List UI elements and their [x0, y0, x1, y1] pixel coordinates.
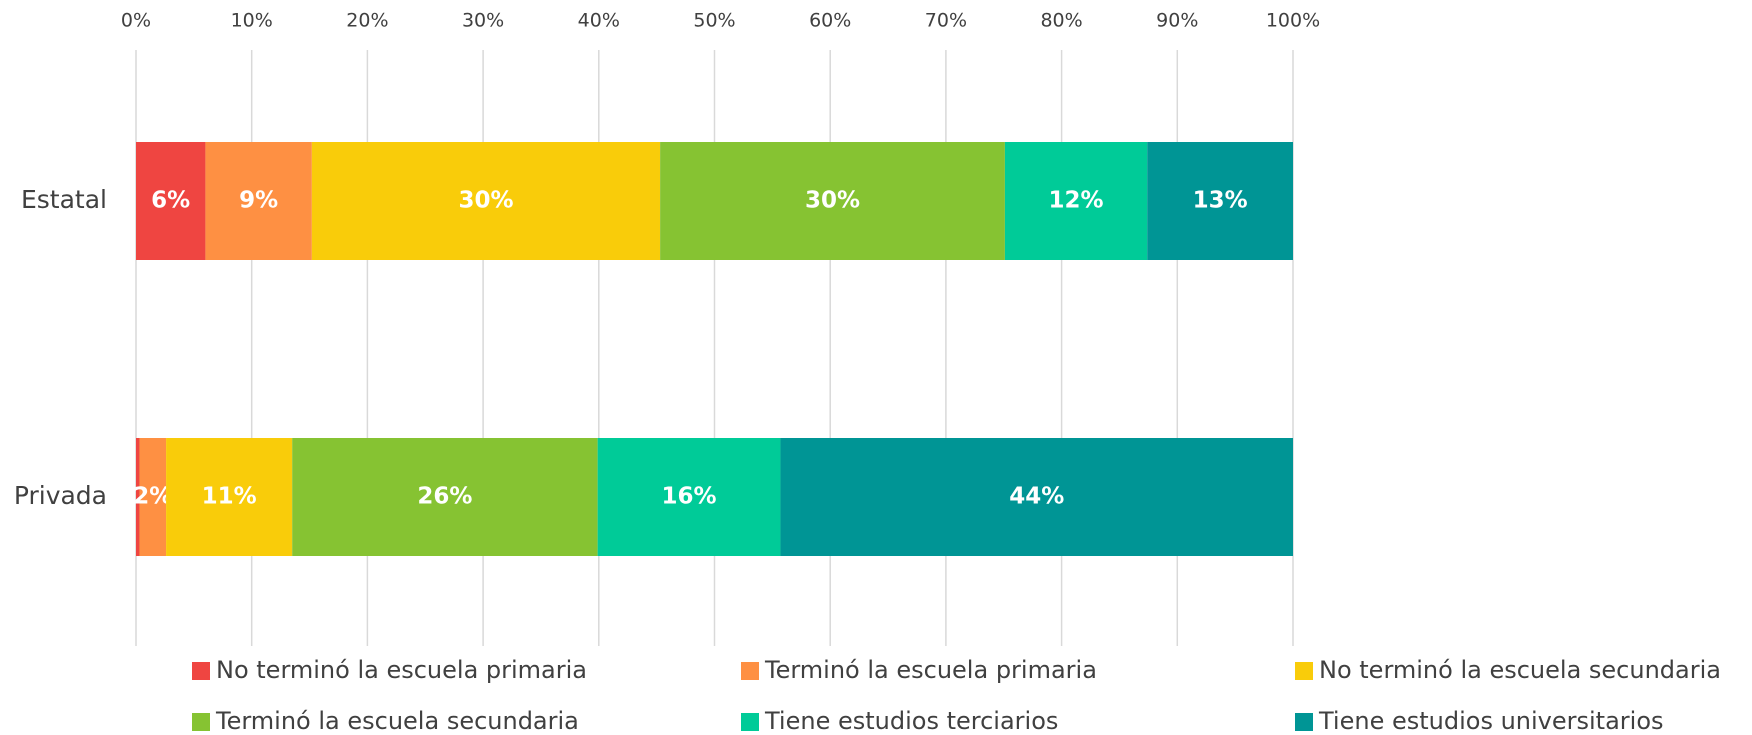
bar-segment	[780, 438, 1293, 556]
x-tick-label: 0%	[121, 10, 151, 32]
legend-label: Terminó la escuela primaria	[764, 656, 1097, 684]
legend-label: No terminó la escuela primaria	[216, 656, 587, 684]
bar-segment	[136, 142, 206, 260]
legend-swatch	[1295, 713, 1313, 731]
data-label: 30%	[458, 188, 513, 214]
bar-segment	[1147, 142, 1293, 260]
bar-segment	[166, 438, 293, 556]
legend-swatch	[741, 662, 759, 680]
x-tick-label: 60%	[809, 10, 851, 32]
legend-label: No terminó la escuela secundaria	[1319, 656, 1721, 684]
x-tick-label: 30%	[462, 10, 504, 32]
legend-label: Terminó la escuela secundaria	[215, 707, 579, 735]
data-label: 44%	[1009, 484, 1064, 510]
x-tick-label: 100%	[1266, 10, 1320, 32]
x-tick-label: 80%	[1040, 10, 1082, 32]
data-label: 11%	[202, 484, 257, 510]
data-label: 16%	[662, 484, 717, 510]
category-label: Privada	[14, 481, 107, 510]
x-tick-label: 70%	[925, 10, 967, 32]
data-label: 26%	[417, 484, 472, 510]
legend-swatch	[192, 662, 210, 680]
category-label: Estatal	[21, 185, 107, 214]
bar-segment	[597, 438, 781, 556]
data-label: 13%	[1193, 188, 1248, 214]
x-tick-label: 50%	[693, 10, 735, 32]
legend-swatch	[192, 713, 210, 731]
bar-segment	[1004, 142, 1148, 260]
data-label: 2%	[133, 484, 172, 510]
x-tick-label: 40%	[578, 10, 620, 32]
bar-segment	[292, 438, 598, 556]
data-label: 6%	[151, 188, 190, 214]
bar-segment	[311, 142, 661, 260]
bar-segment	[660, 142, 1005, 260]
x-tick-label: 90%	[1156, 10, 1198, 32]
bar-segment	[136, 438, 140, 556]
legend-swatch	[1295, 662, 1313, 680]
data-label: 12%	[1049, 188, 1104, 214]
bar-segment	[205, 142, 312, 260]
x-tick-label: 10%	[231, 10, 273, 32]
x-tick-label: 20%	[346, 10, 388, 32]
data-label: 9%	[239, 188, 278, 214]
legend-label: Tiene estudios universitarios	[1318, 707, 1664, 735]
legend-swatch	[741, 713, 759, 731]
bar-segment	[139, 438, 167, 556]
legend-label: Tiene estudios terciarios	[764, 707, 1058, 735]
data-label: 30%	[805, 188, 860, 214]
